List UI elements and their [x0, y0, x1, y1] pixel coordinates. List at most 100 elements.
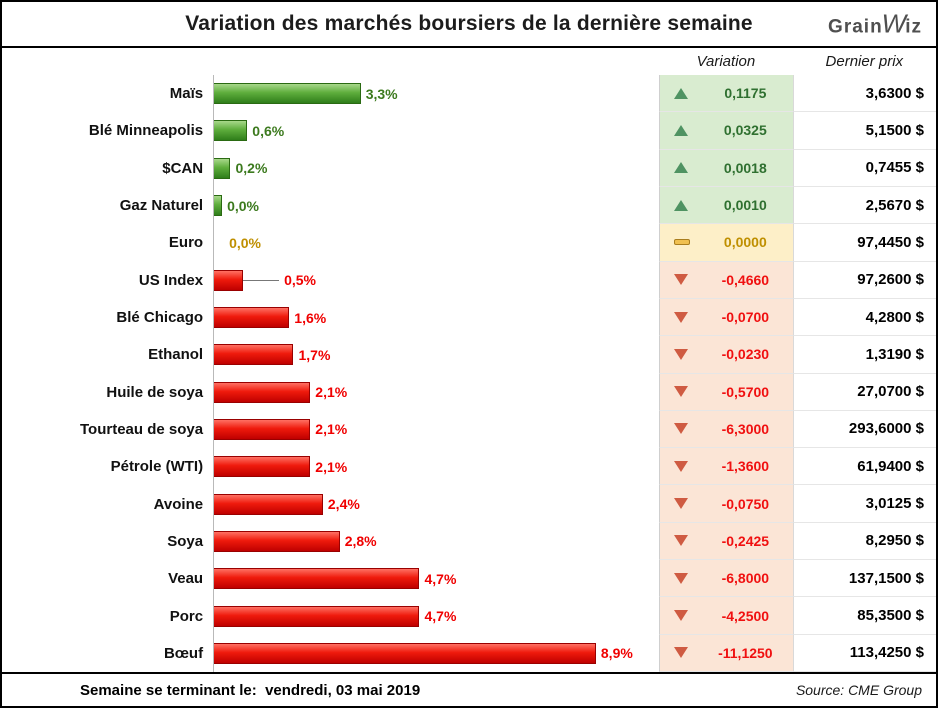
bar-cell: 3,3% — [213, 75, 659, 113]
bar-value-label: 8,9% — [600, 645, 633, 662]
market-row: Ethanol 1,7% -0,0230 1,3190 $ — [2, 336, 936, 374]
variation-cell: 0,0018 — [659, 149, 793, 187]
bar — [214, 157, 231, 179]
variation-cell: -1,3600 — [659, 448, 793, 486]
bar-cell: 2,1% — [213, 373, 659, 411]
price-cell: 0,7455 $ — [792, 149, 936, 187]
variation-value: -0,0750 — [721, 495, 770, 512]
variation-cell: -11,1250 — [659, 634, 793, 672]
up-triangle-icon — [674, 199, 698, 211]
price-cell: 27,0700 $ — [792, 373, 936, 411]
bar-value-label: 4,7% — [424, 608, 457, 625]
bar-cell: 4,7% — [213, 560, 659, 598]
variation-value: -0,2425 — [721, 532, 770, 549]
price-cell: 293,6000 $ — [792, 410, 936, 449]
down-triangle-icon — [674, 460, 698, 472]
variation-cell: -4,2500 — [659, 597, 793, 635]
price-cell: 3,0125 $ — [792, 485, 936, 523]
bar-cell: 0,6% — [213, 112, 659, 150]
bar-cell: 2,1% — [213, 410, 659, 449]
market-label: Pétrole (WTI) — [110, 458, 204, 476]
variation-value: -1,3600 — [721, 458, 770, 475]
bar-value-label: 2,4% — [327, 496, 360, 513]
bar — [214, 83, 361, 105]
bar — [214, 381, 311, 403]
variation-value: 0,1175 — [724, 85, 767, 102]
bar-cell: 0,0% — [213, 224, 659, 262]
down-triangle-icon — [674, 610, 698, 622]
price-cell: 3,6300 $ — [792, 75, 936, 113]
logo-text-iz: iz — [905, 16, 922, 38]
down-triangle-icon — [674, 274, 698, 286]
price-cell: 113,4250 $ — [792, 634, 936, 672]
price-cell: 97,4450 $ — [792, 224, 936, 262]
down-triangle-icon — [674, 423, 698, 435]
bar — [214, 493, 323, 515]
variation-value: 0,0010 — [723, 197, 767, 214]
bar — [214, 269, 244, 291]
footer-week-ending: Semaine se terminant le: vendredi, 03 ma… — [80, 681, 421, 699]
bar-cell: 4,7% — [213, 597, 659, 635]
bar-cell: 2,4% — [213, 485, 659, 523]
bar — [214, 568, 420, 590]
bar-value-label: 1,6% — [294, 309, 327, 326]
column-header-price: Dernier prix — [825, 53, 904, 70]
variation-value: -0,0700 — [721, 309, 770, 326]
market-row: Euro 0,0% 0,0000 97,4450 $ — [2, 224, 936, 262]
market-label: Avoine — [153, 495, 204, 513]
bar-value-label: 1,7% — [298, 346, 331, 363]
market-rows: Maïs 3,3% 0,1175 3,6300 $ Blé Minneapoli… — [2, 75, 936, 672]
bar-cell: 0,5% — [213, 261, 659, 299]
bar-cell: 2,1% — [213, 448, 659, 486]
variation-value: 0,0325 — [723, 122, 767, 139]
market-row: Tourteau de soya 2,1% -6,3000 293,6000 $ — [2, 410, 936, 449]
variation-cell: -0,0700 — [659, 298, 793, 337]
bar — [214, 605, 420, 627]
up-triangle-icon — [674, 124, 698, 136]
market-label: Ethanol — [148, 346, 204, 364]
market-label: Blé Chicago — [116, 309, 204, 327]
price-cell: 61,9400 $ — [792, 448, 936, 486]
footer-source: Source: CME Group — [795, 682, 922, 698]
bar-cell: 2,8% — [213, 522, 659, 561]
bar-cell: 8,9% — [213, 634, 659, 672]
bar-value-label: 0,0% — [229, 234, 262, 251]
price-cell: 2,5670 $ — [792, 186, 936, 225]
bar-cell: 0,0% — [213, 186, 659, 225]
page-title: Variation des marchés boursiers de la de… — [185, 12, 753, 35]
bar-value-label: 2,8% — [344, 533, 377, 550]
up-triangle-icon — [674, 162, 698, 174]
market-label: Bœuf — [163, 644, 204, 662]
bar-cell: 1,6% — [213, 298, 659, 337]
market-row: Bœuf 8,9% -11,1250 113,4250 $ — [2, 634, 936, 672]
bar-value-label: 0,2% — [235, 160, 268, 177]
price-cell: 97,2600 $ — [792, 261, 936, 299]
logo-text-w: W — [881, 8, 907, 39]
market-label: Huile de soya — [106, 383, 204, 401]
leader-line — [243, 279, 280, 281]
down-triangle-icon — [674, 498, 698, 510]
variation-value: -0,4660 — [721, 271, 770, 288]
bar-value-label: 0,6% — [252, 122, 285, 139]
bar — [214, 642, 596, 664]
market-label: Euro — [168, 234, 204, 252]
bar — [214, 195, 223, 217]
variation-value: -11,1250 — [718, 644, 773, 661]
column-header-variation: Variation — [696, 53, 756, 70]
variation-cell: -6,3000 — [659, 410, 793, 449]
variation-value: -6,3000 — [721, 420, 770, 437]
market-label: Blé Minneapolis — [88, 122, 204, 140]
variation-cell: 0,0010 — [659, 186, 793, 225]
variation-value: 0,0000 — [723, 234, 767, 251]
price-cell: 8,2950 $ — [792, 522, 936, 561]
bar-value-label: 3,3% — [365, 85, 398, 102]
dash-icon — [674, 239, 698, 246]
down-triangle-icon — [674, 386, 698, 398]
market-label: Porc — [169, 607, 204, 625]
bar — [214, 418, 311, 440]
market-label: Soya — [167, 532, 204, 550]
market-row: Gaz Naturel 0,0% 0,0010 2,5670 $ — [2, 186, 936, 225]
variation-cell: -0,4660 — [659, 261, 793, 299]
bar-value-label: 4,7% — [424, 570, 457, 587]
variation-cell: 0,0000 — [659, 224, 793, 262]
